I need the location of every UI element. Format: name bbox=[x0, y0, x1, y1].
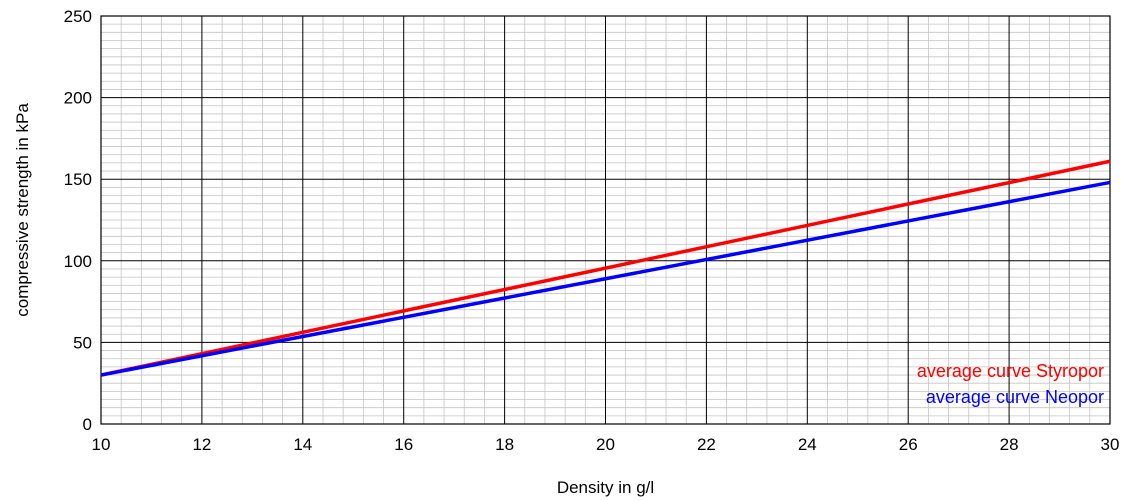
legend-entry-neopor: average curve Neopor bbox=[926, 387, 1104, 407]
y-tick-label: 250 bbox=[64, 7, 92, 26]
x-tick-label: 20 bbox=[596, 435, 615, 454]
series-line-1 bbox=[100, 180, 1111, 377]
y-tick-label: 0 bbox=[83, 415, 92, 434]
x-tick-label: 14 bbox=[293, 435, 312, 454]
legend-entry-styropor: average curve Styropor bbox=[917, 361, 1104, 381]
series-line-0 bbox=[100, 159, 1111, 377]
plot-area bbox=[100, 15, 1111, 425]
x-axis-ticks: 10 12 14 16 18 20 22 24 26 28 30 bbox=[92, 435, 1120, 454]
y-tick-label: 100 bbox=[64, 252, 92, 271]
x-axis-label: Density in g/l bbox=[557, 478, 654, 497]
x-tick-label: 16 bbox=[394, 435, 413, 454]
x-tick-label: 30 bbox=[1101, 435, 1120, 454]
y-axis-label: compressive strength in kPa bbox=[13, 103, 32, 317]
x-tick-label: 24 bbox=[798, 435, 817, 454]
legend: average curve Styropor average curve Neo… bbox=[917, 361, 1104, 407]
y-axis-ticks: 0 50 100 150 200 250 bbox=[64, 7, 92, 434]
y-tick-label: 150 bbox=[64, 170, 92, 189]
x-tick-label: 22 bbox=[697, 435, 716, 454]
x-tick-label: 10 bbox=[92, 435, 111, 454]
x-tick-label: 26 bbox=[899, 435, 918, 454]
x-tick-label: 28 bbox=[1000, 435, 1019, 454]
y-tick-label: 50 bbox=[73, 333, 92, 352]
y-tick-label: 200 bbox=[64, 89, 92, 108]
x-tick-label: 12 bbox=[192, 435, 211, 454]
x-tick-label: 18 bbox=[495, 435, 514, 454]
series-lines bbox=[100, 159, 1111, 377]
